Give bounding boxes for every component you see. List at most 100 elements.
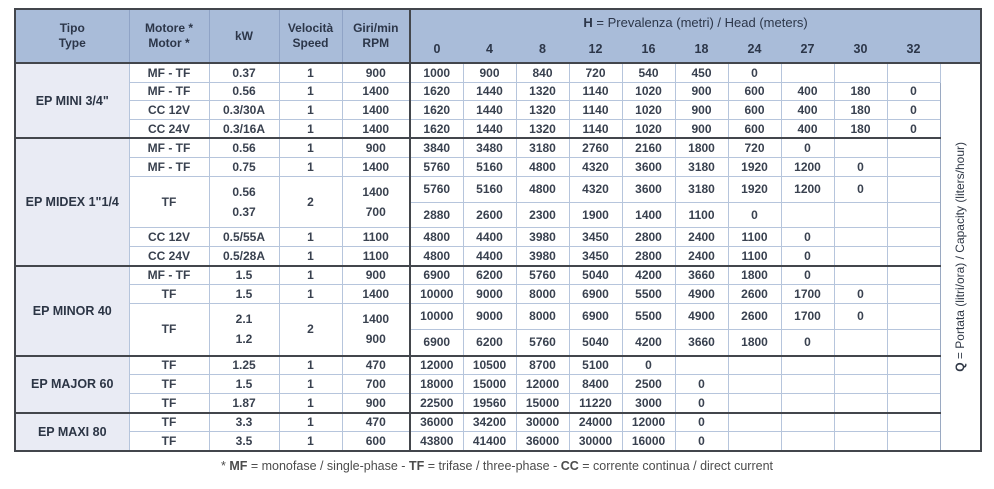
capacity-cell: 1140 [568,118,623,139]
capacity-cell [886,227,941,247]
table-body: EP MINI 3/4" MF - TF 0.37 1 900 1000 900 840 720… [15,62,982,452]
rpm-cell: 900 [341,137,411,159]
footnote: * MF = monofase / single-phase - TF = tr… [0,459,994,473]
motor-cell: CC 12V [128,227,210,247]
capacity-cell: 2400 [674,245,729,267]
capacity-cell [886,411,941,433]
capacity-cell: 1100 [674,201,729,229]
capacity-cell: 2400 [674,227,729,247]
capacity-cell: 0 [727,62,782,83]
kw-cell: 3.3 [208,411,280,433]
capacity-cell [886,201,941,229]
capacity-cell: 36000 [515,431,570,452]
column-header: Giri/min RPM [342,9,411,63]
head-value: 0 [409,35,463,63]
capacity-cell [886,137,941,159]
table-row: CC 24V 0.5/28A 1 1100 4800 4400 3980 3450 2800 24… [15,245,981,267]
capacity-cell [727,431,782,452]
capacity-cell: 8700 [515,354,570,376]
capacity-cell: 0 [833,302,888,330]
section-label: EP MINI 3/4" [15,63,130,139]
capacity-cell: 1020 [621,81,676,102]
speed-cell: 1 [278,411,343,433]
speed-cell: 1 [278,62,343,83]
kw-value: 1.2 [235,332,253,347]
capacity-cell [886,354,941,376]
capacity-cell: 450 [674,62,729,83]
kw-cell: 0.37 [208,62,280,83]
capacity-cell: 2880 [409,201,464,229]
capacity-cell: 3180 [674,175,729,203]
capacity-cell: 41400 [462,431,517,452]
capacity-cell: 3660 [674,328,729,357]
capacity-cell [886,264,941,286]
table-row: EP MAJOR 60 TF 1.25 1 470 12000 10500 8700 5100 0 [15,354,981,413]
capacity-cell: 15000 [515,392,570,414]
capacity-cell [833,328,888,357]
capacity-cell: 8000 [515,284,570,304]
capacity-cell: 1900 [568,201,623,229]
capacity-cell [833,354,888,376]
kw-value: 0.56 [232,184,256,199]
kw-cell: 1.5 [208,284,280,304]
rpm-cell: 900 [341,264,411,286]
capacity-cell: 900 [674,100,729,120]
kw-value: 2.1 [235,311,253,326]
capacity-cell: 0 [780,264,835,286]
capacity-cell: 2600 [462,201,517,229]
rpm-cell: 1400 [341,100,411,120]
kw-cell: 3.5 [208,431,280,452]
capacity-cell: 4800 [409,227,464,247]
capacity-cell: 1140 [568,100,623,120]
rpm-cell: 1100 [341,245,411,267]
kw-cell: 2.1 1.2 [208,302,280,357]
motor-cell: TF [128,392,210,414]
table-row: 6900 6200 5760 5040 4200 3660 1800 0 [15,328,981,357]
capacity-cell: 1400 [621,201,676,229]
capacity-cell: 3840 [409,137,464,159]
capacity-cell: 9000 [462,302,517,330]
capacity-cell [886,284,941,304]
capacity-cell: 5760 [409,175,464,203]
capacity-cell [833,411,888,433]
table-row: CC 12V 0.5/55A 1 1100 4800 4400 3980 3450 2800 24… [15,227,981,247]
capacity-cell: 4400 [462,245,517,267]
capacity-cell: 24000 [568,411,623,433]
capacity-cell [833,62,888,83]
capacity-cell: 15000 [462,374,517,394]
capacity-cell: 8400 [568,374,623,394]
capacity-cell: 12000 [621,411,676,433]
capacity-cell: 30000 [568,431,623,452]
capacity-cell: 6900 [568,284,623,304]
capacity-cell [780,374,835,394]
capacity-cell [886,302,941,330]
capacity-cell [833,137,888,159]
capacity-cell [833,245,888,267]
table-row: CC 12V 0.3/30A 1 1400 1620 1440 1320 1140 1020 90… [15,100,981,120]
rpm-cell: 470 [341,411,411,433]
rpm-value: 900 [365,332,386,347]
capacity-cell: 22500 [409,392,464,414]
capacity-cell: 1020 [621,118,676,139]
column-header: Velocità Speed [279,9,343,63]
text-segment: = monofase / single-phase - [247,459,409,473]
kw-cell: 0.5/28A [208,245,280,267]
motor-cell: TF [128,354,210,376]
capacity-cell: 2800 [621,227,676,247]
speed-cell: 1 [278,118,343,139]
capacity-cell: 400 [780,81,835,102]
capacity-cell: 3980 [515,227,570,247]
column-header: kW [209,9,280,63]
capacity-cell: 3180 [674,157,729,177]
table-row: TF 1.87 1 900 22500 19560 15000 11220 3000 0 [15,392,981,414]
capacity-cell: 1800 [674,137,729,159]
capacity-cell: 1440 [462,81,517,102]
capacity-axis-label: Q = Portata (litri/ora) / Capacity (lite… [953,142,967,372]
capacity-cell: 180 [833,81,888,102]
capacity-cell: 0 [674,431,729,452]
table-row: EP MAXI 80 TF 3.3 1 470 36000 34200 30000 24000 1… [15,411,981,451]
capacity-cell [727,392,782,414]
capacity-cell: 5100 [568,354,623,376]
column-header: Tipo Type [15,9,130,63]
capacity-cell [833,431,888,452]
